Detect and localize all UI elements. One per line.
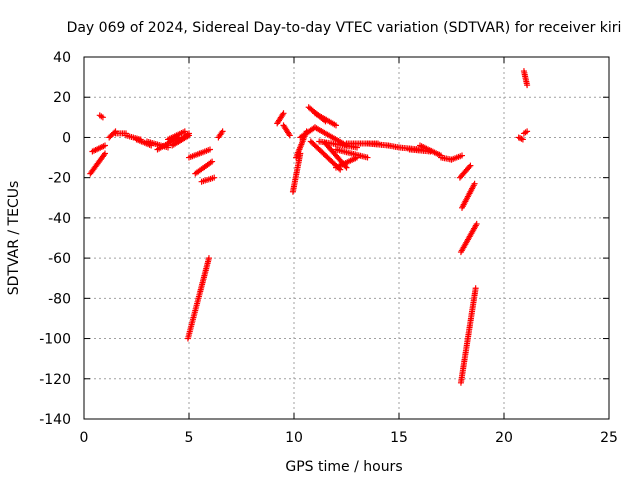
data-point: [473, 220, 480, 227]
data-point: [333, 122, 339, 129]
data-point: [364, 154, 371, 161]
x-tick-label: 15: [390, 430, 408, 446]
data-point: [471, 180, 478, 187]
data-point: [519, 136, 526, 143]
y-tick-label: -120: [39, 372, 71, 388]
y-tick-label: -20: [48, 171, 71, 187]
data-point: [211, 174, 218, 181]
data-point: [280, 110, 287, 117]
data-point: [219, 128, 226, 135]
data-point: [517, 135, 524, 142]
data-point: [524, 82, 531, 89]
tick-layer: 0 5 10 15 20 25 40 20 0 -20 -40 -60 -80 -100 -120 -140: [39, 50, 618, 446]
chart-title: Day 069 of 2024, Sidereal Day-to-day VTE…: [67, 20, 622, 36]
data-point: [207, 146, 213, 153]
y-tick-label: -140: [39, 412, 71, 428]
x-tick-label: 10: [285, 430, 303, 446]
data-point: [111, 129, 118, 136]
grid-layer: [84, 57, 609, 419]
data-point: [467, 162, 474, 169]
y-tick-label: 20: [53, 90, 71, 106]
plot-frame: [83, 56, 610, 420]
data-point: [205, 255, 212, 262]
data-point: [209, 158, 216, 165]
data-point: [524, 128, 531, 135]
x-tick-label: 20: [495, 430, 513, 446]
data-point: [466, 163, 473, 170]
x-tick-label: 0: [80, 430, 89, 446]
y-axis-label: SDTVAR / TECUs: [6, 181, 22, 296]
x-axis-label: GPS time / hours: [285, 459, 402, 475]
data-point: [181, 128, 188, 135]
data-layer: [87, 68, 531, 386]
y-tick-label: -80: [48, 291, 71, 307]
data-point: [99, 114, 106, 121]
data-point: [515, 134, 522, 141]
data-point: [286, 132, 293, 139]
data-point: [102, 150, 108, 157]
data-point: [459, 152, 465, 159]
x-tick-label: 25: [600, 430, 618, 446]
data-point: [102, 142, 108, 149]
data-point: [472, 285, 479, 292]
y-tick-label: 40: [53, 50, 71, 66]
y-tick-label: 0: [62, 130, 71, 146]
y-tick-label: -60: [48, 251, 71, 267]
data-point: [186, 130, 192, 137]
x-tick-label: 5: [185, 430, 194, 446]
y-tick-label: -100: [39, 332, 71, 348]
data-point: [343, 164, 350, 171]
data-point: [518, 135, 525, 142]
y-tick-label: -40: [48, 211, 71, 227]
